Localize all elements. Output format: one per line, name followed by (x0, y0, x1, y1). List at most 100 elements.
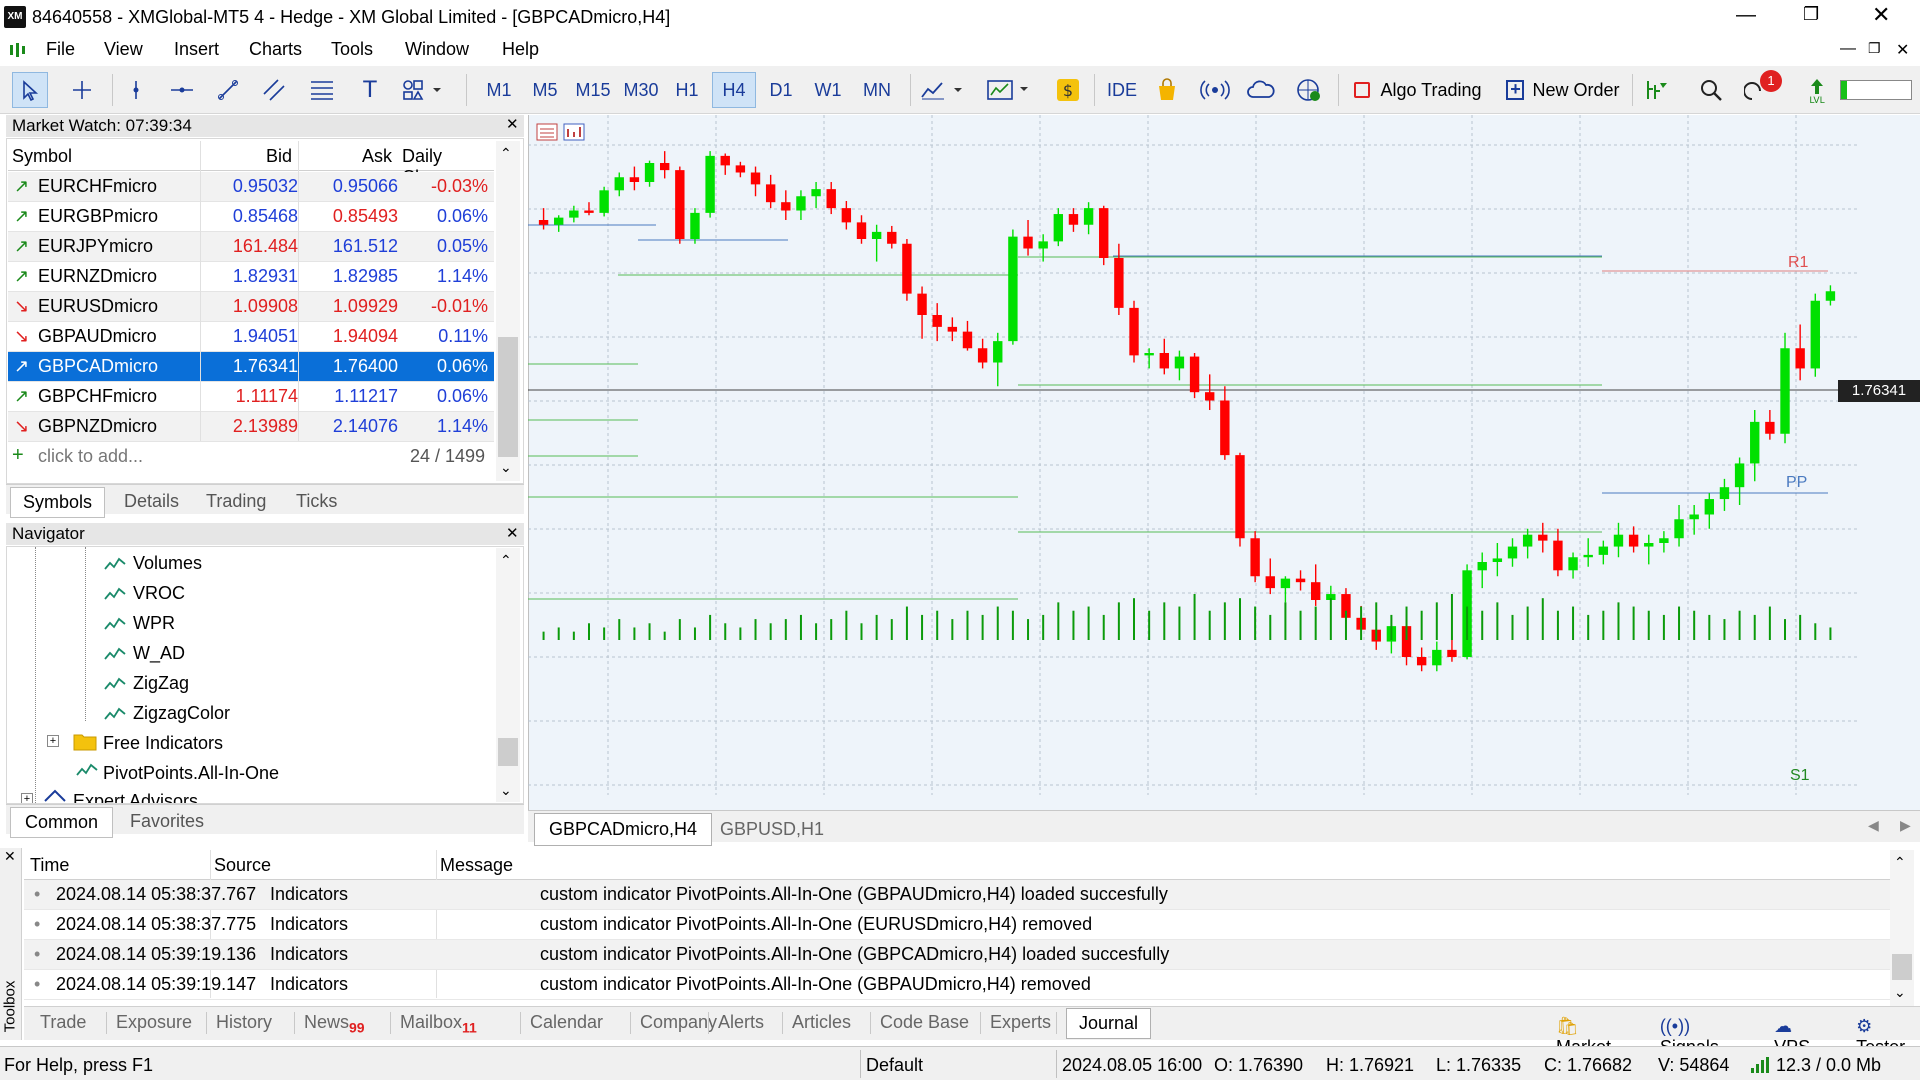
chart-canvas[interactable] (528, 115, 1920, 810)
toolbox-tab-news[interactable]: News99 (304, 1012, 365, 1036)
mdi-restore-button[interactable]: ❐ (1868, 40, 1881, 56)
indicators-icon[interactable] (918, 72, 970, 108)
text-tool-icon[interactable]: T (362, 76, 378, 103)
toolbox-tab-exposure[interactable]: Exposure (116, 1012, 192, 1033)
channel-icon[interactable] (256, 72, 292, 108)
chart-trade-icon[interactable] (536, 122, 586, 147)
tf-m15[interactable]: M15 (575, 79, 611, 100)
tab-ticks[interactable]: Ticks (296, 491, 338, 511)
col-message[interactable]: Message (440, 855, 514, 875)
toolbox-tab-alerts[interactable]: Alerts (718, 1012, 764, 1033)
horizontal-line-icon[interactable] (164, 72, 200, 108)
expand-experts-icon[interactable]: + (21, 793, 33, 803)
col-ask[interactable]: Ask (362, 146, 393, 166)
restore-button[interactable]: ❐ (1803, 4, 1820, 24)
toolbox-close-icon[interactable]: ✕ (4, 848, 16, 864)
menu-tools[interactable]: Tools (331, 39, 374, 59)
market-watch-row[interactable]: ↘ EURUSDmicro 1.09908 1.09929 -0.01% (8, 292, 494, 322)
col-symbol[interactable]: Symbol (12, 146, 73, 166)
menu-window[interactable]: Window (405, 39, 470, 59)
trendline-icon[interactable] (210, 72, 246, 108)
market-watch-row[interactable]: ↗ EURJPYmicro 161.484 161.512 0.05% (8, 232, 494, 262)
click-to-add-row[interactable]: + click to add... 24 / 1499 (8, 441, 494, 471)
nav-indicator-item[interactable]: WPR (133, 613, 175, 633)
signals-icon[interactable] (1198, 72, 1232, 108)
market-watch-row[interactable]: ↘ GBPNZDmicro 2.13989 2.14076 1.14% (8, 412, 494, 442)
journal-row[interactable]: • 2024.08.14 05:39:19.136 Indicators custom… (24, 940, 1890, 970)
market-watch-row[interactable]: ↗ EURCHFmicro 0.95032 0.95066 -0.03% (8, 172, 494, 202)
tf-m1[interactable]: M1 (486, 79, 512, 100)
vertical-line-icon[interactable] (118, 72, 154, 108)
toolbox-tab-trade[interactable]: Trade (40, 1012, 86, 1033)
tab-common[interactable]: Common (10, 807, 114, 838)
journal-row[interactable]: • 2024.08.14 05:39:19.147 Indicators custom… (24, 970, 1890, 1000)
market-watch-row[interactable]: ↗ GBPCADmicro 1.76341 1.76400 0.06% (8, 352, 494, 382)
menu-file[interactable]: File (46, 39, 76, 59)
dollar-icon[interactable]: $ (1054, 72, 1082, 108)
journal-row[interactable]: • 2024.08.14 05:38:37.775 Indicators custom… (24, 910, 1890, 940)
menu-insert[interactable]: Insert (174, 39, 220, 59)
mdi-close-button[interactable]: ✕ (1896, 42, 1910, 59)
navigator-scrollbar[interactable]: ⌃ ⌄ (496, 548, 520, 802)
toolbox-tab-mailbox[interactable]: Mailbox11 (400, 1012, 477, 1036)
market-watch-row[interactable]: ↘ GBPAUDmicro 1.94051 1.94094 0.11% (8, 322, 494, 352)
templates-icon[interactable] (984, 72, 1036, 108)
web-globe-icon[interactable] (1292, 72, 1326, 108)
nav-indicator-item[interactable]: ZigzagColor (133, 703, 231, 723)
nav-free-indicators[interactable]: Free Indicators (103, 733, 224, 753)
toolbox-tab-journal[interactable]: Journal (1066, 1008, 1152, 1039)
nav-pivotpoints[interactable]: PivotPoints.All-In-One (103, 763, 280, 783)
nav-indicator-item[interactable]: W_AD (133, 643, 186, 663)
search-icon[interactable] (1694, 72, 1728, 108)
tf-m30[interactable]: M30 (623, 79, 659, 100)
toolbox-tab-company[interactable]: Company (640, 1012, 717, 1033)
tab-trading[interactable]: Trading (206, 491, 267, 511)
tab-symbols[interactable]: Symbols (10, 487, 106, 518)
chart-tab-prev-icon[interactable]: ◀ (1868, 817, 1879, 833)
market-watch-scrollbar[interactable]: ⌃ ⌄ (496, 141, 520, 481)
menu-help[interactable]: Help (502, 39, 540, 59)
tf-w1[interactable]: W1 (814, 79, 842, 100)
nav-indicator-item[interactable]: VROC (133, 583, 186, 603)
one-click-trading-icon[interactable] (1640, 72, 1674, 108)
col-source[interactable]: Source (214, 855, 272, 875)
col-bid[interactable]: Bid (266, 146, 293, 166)
level-icon[interactable]: LVL (1800, 72, 1834, 108)
menu-view[interactable]: View (104, 39, 143, 59)
notifications-icon[interactable]: 1 (1742, 70, 1782, 108)
tf-h4[interactable]: H4 (712, 72, 756, 108)
toolbox-tab-articles[interactable]: Articles (792, 1012, 851, 1033)
tf-d1[interactable]: D1 (769, 79, 793, 100)
market-watch-row[interactable]: ↗ GBPCHFmicro 1.11174 1.11217 0.06% (8, 382, 494, 412)
chart-tab-gbpusd[interactable]: GBPUSD,H1 (720, 819, 825, 839)
market-bag-icon[interactable] (1152, 72, 1182, 108)
ide-button[interactable]: IDE (1106, 79, 1137, 100)
col-time[interactable]: Time (30, 855, 70, 875)
market-watch-row[interactable]: ↗ EURNZDmicro 1.82931 1.82985 1.14% (8, 262, 494, 292)
tf-m5[interactable]: M5 (532, 79, 558, 100)
nav-indicator-item[interactable]: Volumes (133, 553, 203, 573)
tf-h1[interactable]: H1 (675, 79, 699, 100)
journal-row[interactable]: • 2024.08.14 05:38:37.767 Indicators custom… (24, 880, 1890, 910)
market-watch-close-icon[interactable]: ✕ (506, 116, 519, 133)
nav-expert-advisors[interactable]: Expert Advisors (73, 791, 199, 804)
journal-scrollbar[interactable]: ⌃ ⌄ (1890, 850, 1914, 1006)
market-watch-row[interactable]: ↗ EURGBPmicro 0.85468 0.85493 0.06% (8, 202, 494, 232)
close-window-button[interactable]: ✕ (1872, 2, 1891, 27)
fibonacci-icon[interactable] (304, 72, 340, 108)
menu-charts[interactable]: Charts (249, 39, 303, 59)
mdi-minimize-button[interactable]: — (1840, 40, 1856, 57)
vps-cloud-icon[interactable] (1244, 72, 1278, 108)
toolbox-tab-experts[interactable]: Experts (990, 1012, 1051, 1033)
toolbox-tab-history[interactable]: History (216, 1012, 272, 1033)
cursor-icon[interactable] (12, 72, 48, 108)
algo-trading-button[interactable]: Algo Trading (1348, 72, 1488, 108)
app-menu-icon[interactable] (8, 41, 28, 59)
expand-icon[interactable]: + (47, 735, 59, 747)
chart-tab-gbpcad[interactable]: GBPCADmicro,H4 (534, 813, 713, 846)
toolbox-tab-calendar[interactable]: Calendar (530, 1012, 603, 1033)
crosshair-icon[interactable] (64, 72, 100, 108)
tab-favorites[interactable]: Favorites (130, 811, 205, 831)
tab-details[interactable]: Details (124, 491, 180, 511)
nav-indicator-item[interactable]: ZigZag (133, 673, 190, 693)
